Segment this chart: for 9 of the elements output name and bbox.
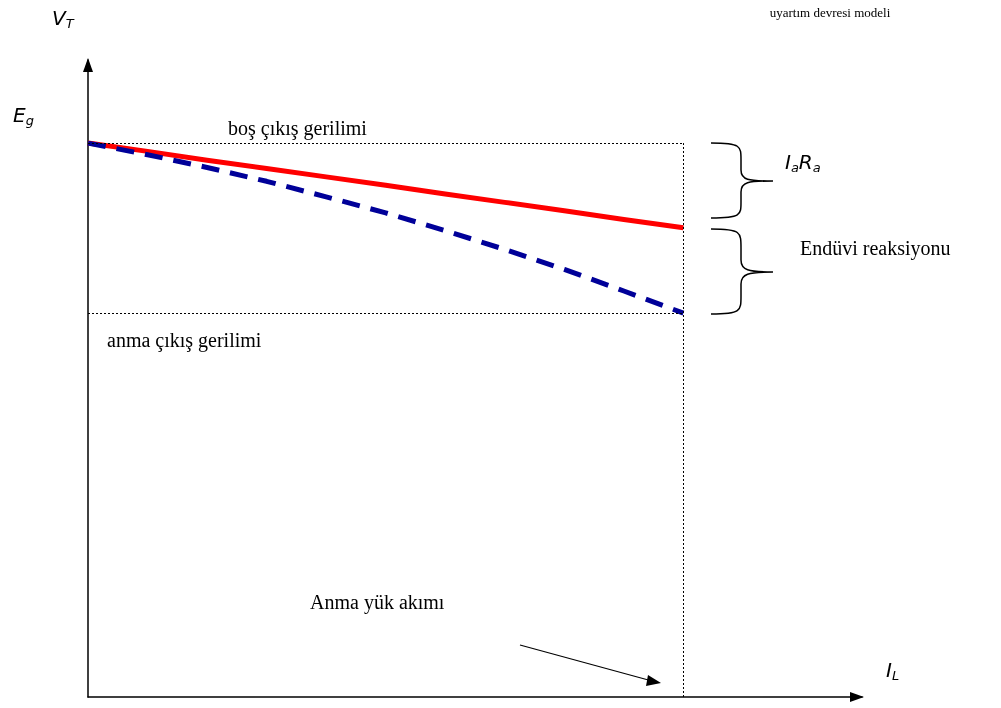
text: boş çıkış gerilimi [228, 117, 368, 140]
annotation: anma çıkış gerilimi [107, 329, 262, 352]
annotation: Anma yük akımı [310, 591, 445, 614]
text: uyartım devresi modeli [769, 4, 891, 20]
text: Eg [13, 103, 34, 128]
text: VT [52, 6, 75, 31]
annotation: IaRa [785, 150, 821, 175]
annotation: Endüvi reaksiyonu [800, 237, 951, 260]
x-axis-title: IL [886, 658, 900, 683]
